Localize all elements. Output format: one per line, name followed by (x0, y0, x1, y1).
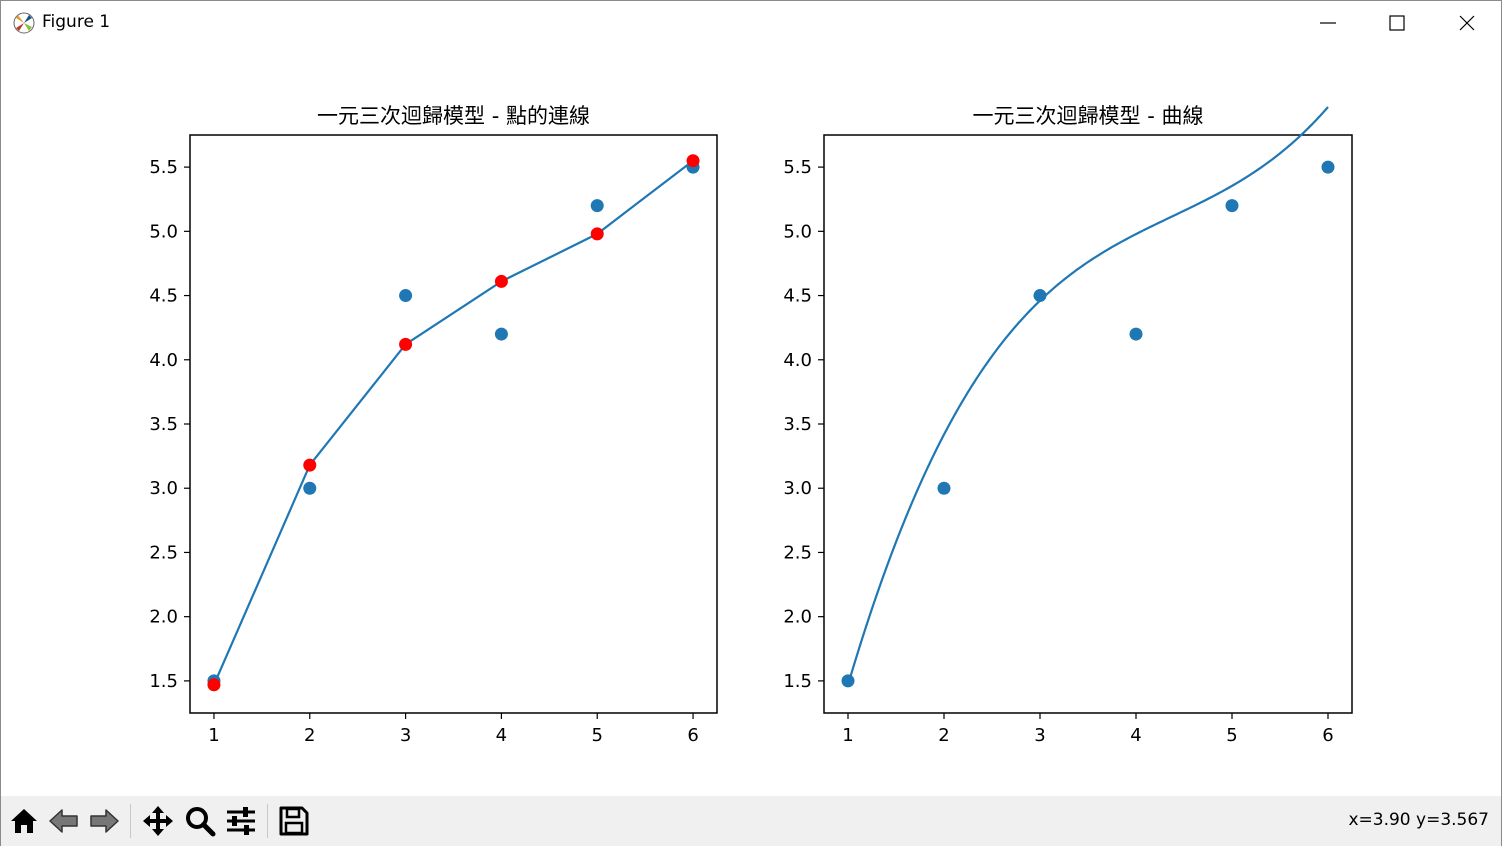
minimize-button[interactable] (1293, 1, 1361, 45)
figure-canvas[interactable]: 一元三次迴歸模型 - 點的連線 1 2 3 4 5 6 1.5 2.0 2.5 3.0 3.5 4.0 4… (1, 45, 1501, 795)
data-point (1129, 327, 1143, 341)
axes-frame (823, 134, 1353, 714)
fit-line (212, 159, 694, 686)
chart-title: 一元三次迴歸模型 - 點的連線 (317, 104, 590, 128)
move-icon (143, 806, 173, 836)
minimize-icon (1320, 22, 1336, 24)
y-tick-label: 3.5 (783, 414, 812, 435)
data-point (1225, 199, 1239, 213)
y-tick-label: 4.5 (149, 286, 178, 307)
close-button[interactable] (1432, 1, 1500, 45)
x-tick-label: 2 (938, 725, 949, 746)
x-tick-label: 6 (1322, 725, 1333, 746)
y-tick-label: 1.5 (149, 671, 178, 692)
navigation-toolbar: x=3.90 y=3.567 (1, 796, 1501, 846)
y-tick-label: 4.0 (783, 350, 812, 371)
toolbar-separator (267, 804, 268, 838)
subplot-left: 一元三次迴歸模型 - 點的連線 1 2 3 4 5 6 1.5 2.0 2.5 3.0 3.5 4.0 4… (149, 104, 718, 746)
predicted-point (590, 227, 604, 241)
predicted-point (303, 458, 317, 472)
y-tick-label: 3.0 (783, 478, 812, 499)
title-bar[interactable]: Figure 1 (1, 1, 1501, 45)
y-tick-label: 5.5 (783, 157, 812, 178)
x-tick-label: 1 (208, 725, 219, 746)
x-tick-label: 3 (400, 725, 411, 746)
configure-subplots-button[interactable] (222, 801, 260, 841)
figure-svg: 一元三次迴歸模型 - 點的連線 1 2 3 4 5 6 1.5 2.0 2.5 3.0 3.5 4.0 4… (149, 104, 1353, 746)
arrow-left-icon (49, 809, 78, 833)
x-tick-label: 6 (687, 725, 698, 746)
predicted-point (399, 337, 413, 351)
floppy-disk-icon (279, 806, 309, 836)
y-tick-label: 3.0 (149, 478, 178, 499)
y-tick-label: 4.5 (783, 286, 812, 307)
x-tick-label: 4 (496, 725, 507, 746)
window-title: Figure 1 (42, 12, 111, 32)
fit-curve (846, 106, 1329, 686)
zoom-button[interactable] (181, 801, 219, 841)
cursor-coordinates: x=3.90 y=3.567 (1348, 810, 1489, 830)
back-button[interactable] (45, 801, 83, 841)
y-tick-label: 5.5 (149, 157, 178, 178)
magnifier-icon (186, 807, 216, 837)
data-point (590, 199, 604, 213)
data-point (399, 289, 413, 303)
y-tick-label: 5.0 (783, 221, 812, 242)
predicted-point (686, 154, 700, 168)
toolbar-separator (130, 804, 131, 838)
x-tick-label: 5 (592, 725, 603, 746)
data-point (937, 481, 951, 495)
x-tick-label: 5 (1226, 725, 1237, 746)
y-tick-label: 1.5 (783, 671, 812, 692)
y-tick-label: 2.5 (783, 542, 812, 563)
predicted-point (207, 678, 221, 692)
y-tick-label: 3.5 (149, 414, 178, 435)
x-tick-label: 1 (842, 725, 853, 746)
y-tick-label: 2.0 (149, 607, 178, 628)
y-tick-label: 2.0 (783, 607, 812, 628)
axes-frame (189, 134, 718, 714)
arrow-right-icon (90, 809, 119, 833)
x-tick-label: 4 (1130, 725, 1141, 746)
sliders-icon (227, 807, 255, 835)
maximize-icon (1389, 15, 1405, 31)
y-tick-label: 4.0 (149, 350, 178, 371)
maximize-button[interactable] (1363, 1, 1431, 45)
chart-title: 一元三次迴歸模型 - 曲線 (973, 104, 1204, 128)
x-tick-label: 3 (1034, 725, 1045, 746)
save-button[interactable] (275, 801, 313, 841)
data-point (1321, 160, 1335, 174)
matplotlib-icon (13, 12, 35, 34)
predicted-point (494, 274, 508, 288)
y-tick-label: 2.5 (149, 542, 178, 563)
y-tick-label: 5.0 (149, 221, 178, 242)
forward-button[interactable] (85, 801, 123, 841)
data-point (494, 327, 508, 341)
close-icon (1459, 15, 1475, 31)
x-tick-label: 2 (304, 725, 315, 746)
home-button[interactable] (5, 801, 43, 841)
home-icon (11, 809, 37, 833)
data-point (841, 674, 855, 688)
data-point (303, 481, 317, 495)
pan-button[interactable] (139, 801, 177, 841)
subplot-right: 一元三次迴歸模型 - 曲線 1 2 3 4 5 6 1.5 2.0 2.5 3.0 3.5 4.0 4.5… (783, 104, 1353, 746)
